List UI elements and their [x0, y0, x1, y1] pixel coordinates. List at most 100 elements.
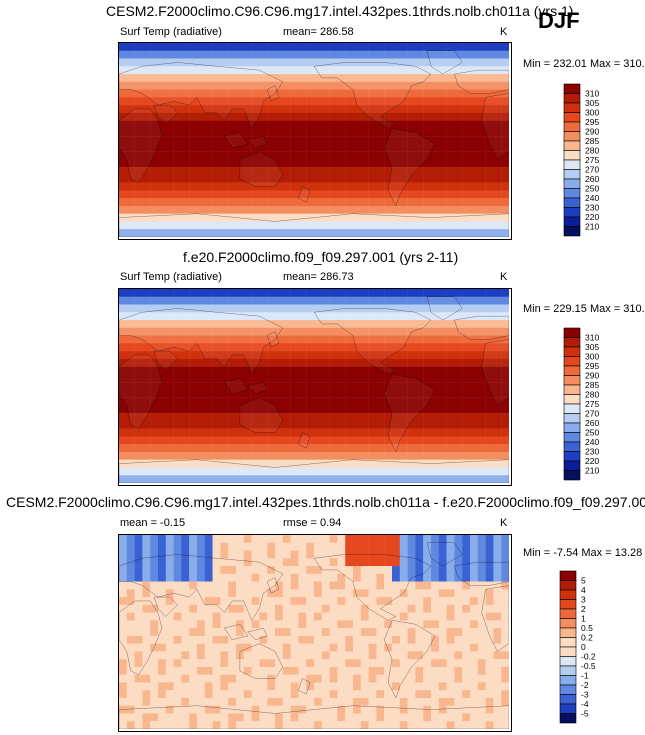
map-cell [220, 97, 229, 106]
map-cell [290, 690, 299, 699]
coastline-north-america [314, 554, 431, 620]
map-cell [267, 112, 276, 121]
map-cell [142, 159, 151, 168]
map-cell [337, 389, 346, 398]
map-cell [392, 327, 400, 336]
map-cell [384, 81, 393, 90]
map-cell [485, 389, 494, 398]
map-cell [321, 550, 330, 559]
colorbar-tick-label: 270 [585, 409, 599, 419]
map-cell [150, 190, 159, 199]
colorbar-swatch [563, 384, 581, 395]
map-cell [189, 635, 198, 644]
map-cell [462, 296, 471, 305]
map-cell [438, 343, 447, 352]
map-cell [337, 66, 346, 75]
map-cell [243, 597, 252, 606]
map-cell [259, 389, 268, 398]
map-cell [392, 397, 400, 406]
map-cell [446, 573, 455, 582]
map-cell [501, 374, 509, 383]
map-cell [189, 690, 198, 699]
map-cell [415, 374, 424, 383]
map-cell [501, 597, 509, 606]
map-cell [189, 420, 198, 429]
map-cell [228, 542, 237, 551]
map-cell [228, 604, 237, 613]
map-cell [228, 320, 237, 328]
map-cell [267, 66, 276, 75]
map-cell [165, 721, 174, 729]
map-cell [446, 444, 455, 453]
map-cell [368, 635, 377, 644]
map-cell [150, 335, 159, 344]
map-cell [376, 690, 385, 699]
map-cell [158, 413, 166, 422]
map-cell [360, 697, 369, 706]
map-cell [446, 58, 455, 67]
map-cell [501, 666, 509, 675]
map-cell [360, 713, 369, 722]
map-cell [204, 690, 213, 699]
map-cell [423, 66, 432, 75]
map-cell [399, 713, 408, 722]
map-cell [446, 89, 455, 98]
map-cell [376, 459, 385, 468]
map-cell [189, 558, 198, 567]
map-cell [423, 436, 432, 445]
map-cell [376, 182, 385, 191]
coastline-greenland [427, 297, 462, 320]
map-cell [119, 289, 127, 297]
map-cell [438, 58, 447, 67]
map-cell [470, 174, 478, 183]
map-cell [267, 690, 276, 699]
map-cell [181, 428, 190, 437]
map-cell [189, 597, 198, 606]
map-cell [462, 451, 471, 460]
map-cell [454, 335, 463, 344]
map-cell [384, 651, 393, 660]
map-cell [384, 682, 393, 691]
map-cell [501, 628, 509, 637]
map-cell [189, 105, 198, 114]
map-cell [384, 413, 393, 422]
map-cell [501, 327, 509, 336]
map-cell [181, 335, 190, 344]
map-cell [243, 289, 252, 297]
map-cell [431, 190, 439, 199]
map-cell [477, 182, 486, 191]
map-cell [470, 659, 478, 668]
map-cell [399, 428, 408, 437]
map-cell [493, 128, 502, 137]
map-cell [212, 573, 221, 582]
map-cell [158, 604, 166, 613]
map-cell [220, 604, 229, 613]
map-cell [243, 475, 252, 483]
map-cell [399, 320, 408, 328]
map-cell [423, 713, 432, 722]
map-cell [470, 635, 478, 644]
map-cell [189, 374, 198, 383]
coastline-antarctica [119, 706, 509, 729]
map-cell [134, 143, 143, 152]
map-cell [251, 174, 260, 183]
map-cell [204, 289, 213, 297]
map-cell [197, 105, 205, 114]
map-cell [119, 690, 127, 699]
map-cell [415, 112, 424, 121]
map-cell [345, 535, 354, 543]
map-cell [290, 542, 299, 551]
map-cell [165, 351, 174, 360]
map-cell [493, 459, 502, 468]
map-cell [415, 397, 424, 406]
map-cell [119, 159, 127, 168]
map-cell [259, 159, 268, 168]
map-cell [228, 397, 237, 406]
map-cell [423, 221, 432, 230]
map-cell [243, 81, 252, 90]
map-cell [321, 58, 330, 67]
map-cell [134, 573, 143, 582]
map-cell [392, 205, 400, 214]
map-cell [290, 612, 299, 621]
panel-3-title: CESM2.F2000climo.C96.C96.mg17.intel.432p… [6, 494, 645, 510]
